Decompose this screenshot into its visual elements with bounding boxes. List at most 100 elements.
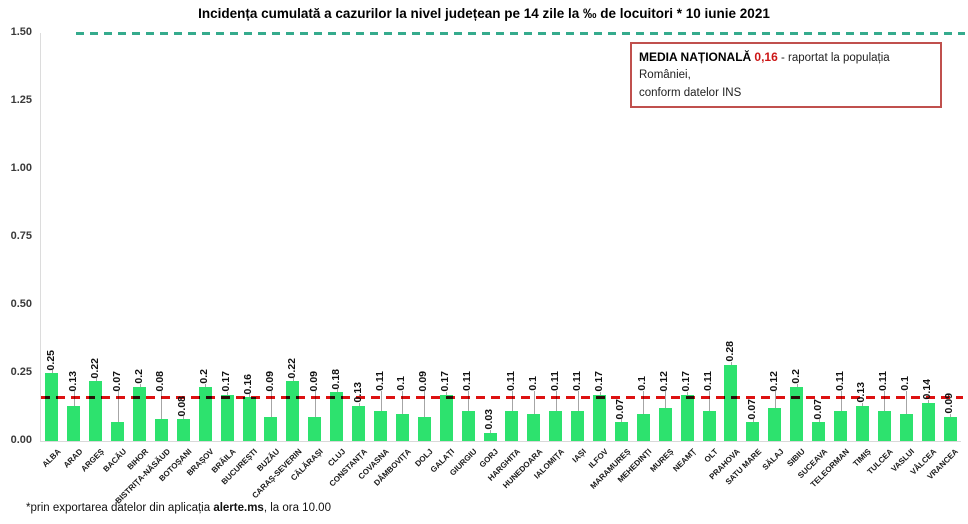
bar-value-label: 0.13: [855, 382, 868, 403]
leader-line: [599, 391, 601, 395]
bar: [242, 397, 256, 441]
leader-line: [665, 391, 667, 409]
county-label: SĂLAJ: [760, 447, 786, 472]
bar-slot: 0.12 SĂLAJ: [760, 33, 786, 472]
bar-value-label: 0.11: [373, 371, 386, 391]
y-tick-label: 0.25: [10, 366, 32, 378]
bar: [198, 386, 212, 441]
leader-line: [840, 391, 842, 412]
leader-line: [446, 391, 448, 395]
bar-slot: 0.1 VASLUI: [890, 33, 917, 473]
leader-line: [117, 391, 119, 422]
footnote-text: *prin exportarea datelor din aplicația: [26, 502, 214, 514]
bar-value-label: 0.13: [351, 382, 364, 403]
bar: [374, 411, 387, 441]
footnote: *prin exportarea datelor din aplicația a…: [26, 502, 331, 514]
bar-slot: 0.08 BISTRIȚA-NĂSĂUD: [113, 33, 173, 506]
bar: [855, 405, 869, 441]
bar: [461, 411, 475, 441]
bar-slot: 0.28 PRAHOVA: [707, 33, 742, 481]
leader-line: [468, 391, 470, 412]
county-label: NEAMȚ: [671, 447, 698, 474]
bar: [220, 394, 234, 441]
bar-value-label: 0.11: [833, 371, 846, 391]
bar-value-label: 0.07: [614, 398, 627, 419]
bar-value-label: 0.09: [417, 370, 430, 391]
leader-line: [183, 416, 185, 420]
bar-value-label: 0.14: [921, 379, 934, 400]
leader-line: [950, 413, 952, 417]
bar: [636, 413, 650, 441]
bar-value-label: 0.22: [88, 357, 101, 379]
annotation-text-line2: conform datelor INS: [639, 86, 742, 99]
bar-slot: 0.09 DOLJ: [413, 33, 435, 469]
bar-slot: 0.11 COVASNA: [357, 33, 392, 481]
bar-value-label: 0.16: [242, 374, 255, 395]
bar-slot: 0.2 BIHOR: [125, 33, 151, 472]
leader-line: [796, 383, 798, 387]
bar-value-label: 0.2: [198, 369, 211, 384]
bar-value-label: 0.12: [658, 370, 671, 391]
bar-slot: 0.11 IAȘI: [567, 33, 589, 464]
bar: [877, 411, 891, 441]
bar-slot: 0.11 IALOMIȚA: [532, 33, 567, 481]
bar-value-label: 0.09: [943, 393, 956, 414]
bar: [658, 408, 672, 441]
annotation-value: 0,16: [754, 50, 778, 64]
bar: [133, 386, 147, 441]
bar: [286, 381, 300, 441]
bar: [724, 364, 738, 441]
bar: [921, 402, 935, 441]
bar-slot: 0.07 MARAMUREȘ: [588, 33, 633, 491]
bar-value-label: 0.17: [680, 371, 693, 392]
bar-value-label: 0.17: [592, 371, 605, 392]
bar-slot: 0.09 VRANCEA: [926, 33, 961, 481]
leader-line: [205, 383, 207, 387]
bar: [702, 411, 716, 441]
bar-slot: 0.25 ALBA: [40, 33, 63, 470]
leader-line: [358, 402, 360, 406]
bar-value-label: 0.1: [636, 376, 649, 391]
bar-slot: 0.16 BUCUREȘTI: [220, 33, 260, 486]
y-tick-label: 0.75: [10, 230, 32, 242]
bar: [352, 405, 366, 441]
y-axis: 1.50 1.25 1.00 0.75 0.50 0.25 0.00: [0, 26, 34, 446]
bar-slot: 0.2 SIBIU: [786, 33, 808, 468]
bar-slot: 0.08 BOTOȘANI: [158, 33, 194, 483]
footnote-app-name: alerte.ms: [213, 502, 264, 514]
bar-slot: 0.12 MUREȘ: [649, 33, 676, 474]
bar-value-label: 0.17: [220, 371, 233, 392]
bar-value-label: 0.1: [395, 376, 408, 391]
county-label: ALBA: [40, 447, 63, 470]
bar: [680, 394, 694, 441]
leader-line: [730, 361, 732, 365]
bar-value-label: 0.11: [877, 371, 890, 391]
bar-value-label: 0.25: [44, 349, 57, 370]
bar-slot: 0.09 BUZĂU: [255, 33, 282, 474]
leader-line: [928, 399, 930, 403]
leader-line: [555, 391, 557, 412]
bar-slot: 0.18 CLUJ: [326, 33, 348, 469]
leader-line: [314, 391, 316, 417]
bar-slot: 0.13 TIMIȘ: [851, 33, 873, 468]
bar: [154, 419, 168, 441]
bar-slot: 0.13 CONSTANȚA: [328, 33, 370, 488]
county-label: ARGEȘ: [79, 447, 107, 474]
bar: [111, 421, 125, 441]
bar-value-label: 0.07: [745, 398, 758, 419]
bar: [505, 411, 519, 441]
bar: [264, 416, 278, 441]
bar-slot: 0.11 OLT: [698, 33, 720, 464]
bar-value-label: 0.11: [702, 371, 715, 391]
leader-line: [139, 383, 141, 387]
bar-value-label: 0.12: [767, 370, 780, 391]
leader-line: [774, 391, 776, 409]
bar: [614, 421, 628, 441]
national-average-line: [41, 396, 963, 400]
leader-line: [687, 391, 689, 395]
annotation-text: - raportat la populația României,: [639, 52, 890, 82]
footnote-time: , la ora 10.00: [263, 502, 331, 514]
bar-slot: 0.17 GALAȚI: [429, 33, 457, 474]
bar: [176, 419, 190, 441]
